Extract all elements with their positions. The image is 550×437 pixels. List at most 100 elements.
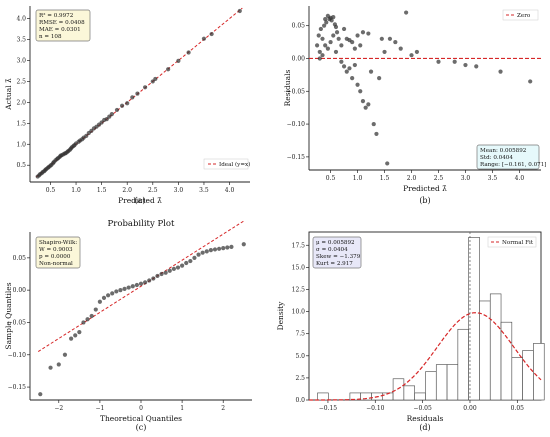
- data-point: [498, 69, 503, 74]
- data-point: [184, 260, 189, 266]
- data-point: [209, 31, 214, 37]
- x-tick-label: 0.05: [511, 405, 525, 412]
- y-tick-label: 5.0: [295, 353, 305, 360]
- data-point: [528, 79, 533, 84]
- x-axis-label: Predicted λ̂: [403, 184, 447, 193]
- histogram-bar: [511, 357, 523, 401]
- data-point: [358, 89, 363, 94]
- x-axis-label: Predicted λ̂: [118, 196, 162, 205]
- histogram-bar: [425, 371, 437, 401]
- y-tick-label: 3.5: [16, 37, 26, 44]
- y-tick-label: −0.10: [8, 352, 27, 359]
- data-point: [344, 69, 349, 74]
- data-point: [368, 69, 374, 74]
- histogram-bar: [403, 385, 415, 401]
- y-tick-label: −0.05: [287, 88, 306, 95]
- data-point: [81, 320, 86, 325]
- data-point: [151, 276, 156, 281]
- data-point: [89, 128, 94, 133]
- data-point: [77, 330, 82, 335]
- data-point: [333, 49, 339, 55]
- data-point: [62, 352, 68, 357]
- data-point: [325, 46, 330, 51]
- data-point: [320, 53, 325, 58]
- y-tick-label: 0.05: [13, 255, 27, 262]
- y-tick-label: −0.15: [8, 384, 27, 391]
- histogram-bar: [414, 392, 426, 401]
- y-tick-label: 1.5: [16, 120, 26, 127]
- data-point: [196, 252, 201, 257]
- data-point: [339, 59, 344, 64]
- data-point: [387, 36, 393, 41]
- x-tick-label: 4.0: [515, 175, 525, 182]
- panel-caption: (d): [419, 423, 430, 432]
- x-axis-label: Residuals: [407, 414, 444, 423]
- stats-text: μ = 0.005892: [316, 240, 355, 246]
- y-tick-label: 3.0: [16, 57, 26, 64]
- data-point: [320, 36, 325, 41]
- data-point: [114, 289, 119, 294]
- histogram-bar: [457, 328, 469, 401]
- stats-text: Skew = −1.379: [316, 254, 361, 260]
- data-point: [167, 268, 172, 273]
- y-tick-label: 0.00: [292, 55, 306, 62]
- data-point: [208, 247, 213, 253]
- x-tick-label: −0.10: [366, 405, 385, 412]
- histogram-bar: [392, 378, 405, 401]
- data-point: [366, 102, 371, 107]
- stats-text: p = 0.0000: [39, 254, 71, 260]
- stats-text: Shapiro-Wilk:: [39, 240, 77, 246]
- histogram-bar: [446, 364, 459, 401]
- data-point: [119, 103, 125, 108]
- x-tick-label: 4.0: [225, 187, 235, 194]
- stats-text: RMSE = 0.0408: [39, 20, 85, 26]
- histogram-bar: [533, 343, 545, 401]
- histogram-bar: [435, 364, 448, 401]
- x-tick-label: 2.0: [122, 187, 132, 194]
- stats-text: Range: [−0.161, 0.071]: [480, 162, 546, 168]
- data-point: [404, 10, 409, 15]
- x-tick-label: 0.00: [463, 405, 477, 412]
- data-point: [171, 266, 176, 271]
- y-tick-label: 1.0: [16, 141, 26, 148]
- data-point: [150, 79, 155, 84]
- y-tick-label: −0.15: [287, 154, 306, 161]
- data-point: [114, 107, 120, 113]
- data-point: [134, 282, 139, 288]
- y-tick-label: 0.05: [292, 23, 306, 30]
- y-tick-label: −0.05: [8, 319, 27, 326]
- data-point: [106, 293, 111, 298]
- histogram-bar: [522, 350, 534, 401]
- x-tick-label: 2.0: [407, 175, 417, 182]
- data-point: [241, 242, 246, 247]
- data-point: [101, 295, 107, 301]
- data-point: [374, 131, 379, 137]
- data-point: [377, 76, 382, 81]
- data-point: [329, 18, 334, 23]
- data-point: [89, 313, 94, 319]
- stats-text: W = 0.9003: [39, 247, 73, 253]
- data-point: [436, 59, 441, 64]
- data-point: [323, 43, 328, 48]
- data-point: [73, 333, 78, 338]
- data-point: [229, 244, 234, 249]
- data-point: [323, 17, 328, 22]
- data-point: [314, 43, 320, 48]
- data-point: [126, 285, 131, 290]
- x-tick-label: 2.5: [148, 187, 158, 194]
- stats-text: Mean: 0.005892: [480, 148, 527, 154]
- histogram-bar: [500, 321, 513, 401]
- y-tick-label: 17.5: [292, 242, 306, 249]
- data-point: [217, 246, 222, 251]
- data-point: [371, 121, 376, 127]
- data-point: [192, 255, 197, 260]
- data-point: [69, 336, 74, 341]
- x-tick-label: 3.0: [174, 187, 184, 194]
- x-tick-label: 0.5: [326, 175, 336, 182]
- data-point: [93, 307, 98, 312]
- data-point: [221, 246, 226, 251]
- histogram-bar: [317, 392, 329, 401]
- data-point: [328, 39, 333, 45]
- panel-caption: (b): [419, 196, 430, 205]
